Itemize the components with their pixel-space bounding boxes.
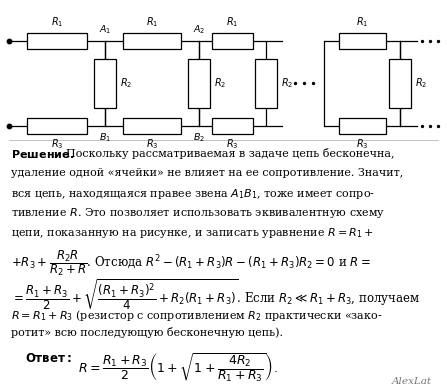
Text: $R_1$: $R_1$ (356, 16, 368, 29)
Text: $R_3$: $R_3$ (226, 137, 239, 151)
Text: $\mathbf{Решение.}$: $\mathbf{Решение.}$ (11, 148, 74, 160)
Text: $R_3$: $R_3$ (356, 137, 368, 151)
Bar (188, 59, 210, 108)
Bar (94, 59, 116, 108)
Text: $A_1$: $A_1$ (99, 23, 111, 36)
Bar (123, 118, 181, 134)
Text: $R_3$: $R_3$ (51, 137, 63, 151)
Bar (255, 59, 277, 108)
Text: $R_1$: $R_1$ (51, 16, 63, 29)
Text: ротит» всю последующую бесконечную цепь).: ротит» всю последующую бесконечную цепь)… (11, 327, 283, 338)
Bar (212, 118, 253, 134)
Text: удаление одной «ячейки» не влияет на ее сопротивление. Значит,: удаление одной «ячейки» не влияет на ее … (11, 168, 404, 178)
Bar (123, 33, 181, 48)
Text: $R_2$: $R_2$ (214, 76, 227, 90)
Bar (27, 118, 87, 134)
Text: $R_1$: $R_1$ (226, 16, 239, 29)
Bar (27, 33, 87, 48)
Text: $R = \dfrac{R_1+R_3}{2}\left(1 + \sqrt{1 + \dfrac{4R_2}{R_1+R_3}}\right).$: $R = \dfrac{R_1+R_3}{2}\left(1 + \sqrt{1… (78, 352, 278, 385)
Text: $B_1$: $B_1$ (99, 131, 111, 144)
Text: вся цепь, находящаяся правее звена $A_1B_1$, тоже имеет сопро-: вся цепь, находящаяся правее звена $A_1B… (11, 187, 375, 201)
Text: AlexLat: AlexLat (392, 377, 431, 386)
Text: $R_2$: $R_2$ (415, 76, 428, 90)
Text: $R_2$: $R_2$ (120, 76, 133, 90)
Bar (338, 118, 386, 134)
Text: цепи, показанную на рисунке, и записать уравнение $R = R_1+$: цепи, показанную на рисунке, и записать … (11, 226, 374, 240)
Text: $R = R_1 + R_3$ (резистор с сопротивлением $R_2$ практически «зако-: $R = R_1 + R_3$ (резистор с сопротивлени… (11, 308, 383, 324)
Text: $B_2$: $B_2$ (193, 131, 205, 144)
Bar (389, 59, 411, 108)
Bar (212, 33, 253, 48)
Text: $\mathbf{Ответ:}$: $\mathbf{Ответ:}$ (25, 352, 72, 365)
Text: $R_1$: $R_1$ (146, 16, 158, 29)
Text: тивление $R$. Это позволяет использовать эквивалентную схему: тивление $R$. Это позволяет использовать… (11, 206, 385, 220)
Bar (338, 33, 386, 48)
Text: $R_2$: $R_2$ (281, 76, 294, 90)
Text: Поскольку рассматриваемая в задаче цепь бесконечна,: Поскольку рассматриваемая в задаче цепь … (66, 148, 395, 159)
Text: $+ R_3 + \dfrac{R_2 R}{R_2 + R}$. Отсюда $R^2 - (R_1 + R_3)R - (R_1 + R_3)R_2 = : $+ R_3 + \dfrac{R_2 R}{R_2 + R}$. Отсюда… (11, 248, 371, 278)
Text: $R_3$: $R_3$ (146, 137, 158, 151)
Text: $A_2$: $A_2$ (193, 23, 205, 36)
Text: $= \dfrac{R_1 + R_3}{2} + \sqrt{\dfrac{(R_1+R_3)^2}{4} + R_2(R_1+R_3)}$. Если $R: $= \dfrac{R_1 + R_3}{2} + \sqrt{\dfrac{(… (11, 277, 420, 312)
